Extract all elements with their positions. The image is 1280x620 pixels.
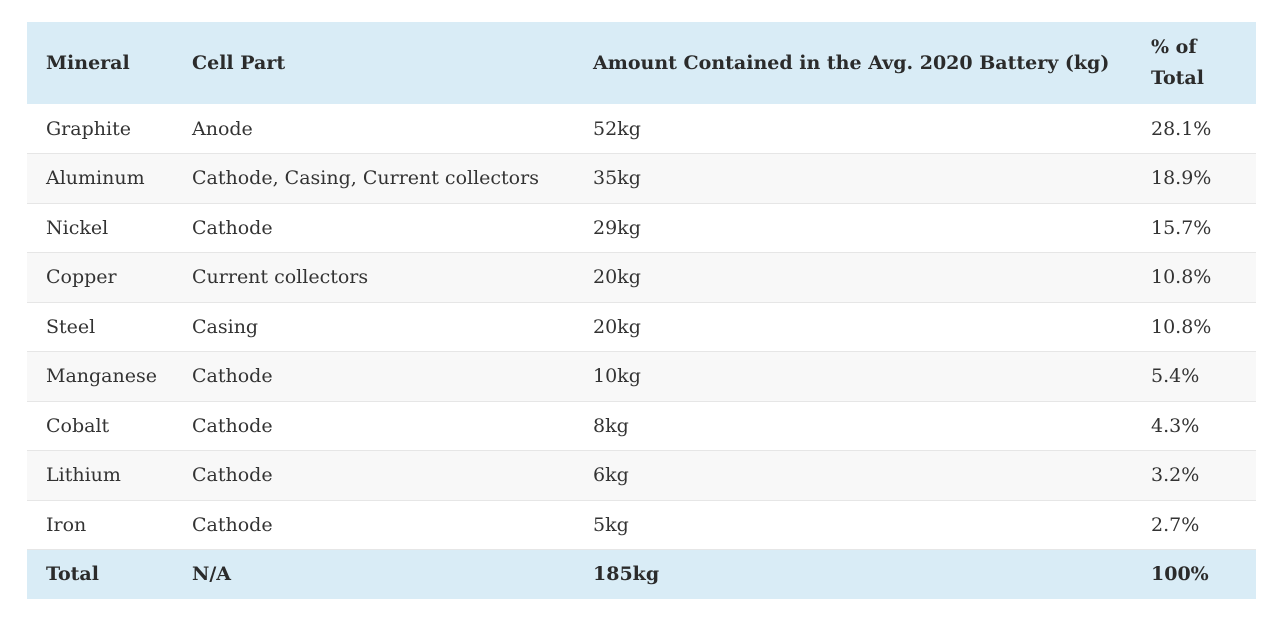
cell-amount: 20kg bbox=[593, 315, 641, 338]
header-percent: % of Total bbox=[1151, 36, 1204, 89]
cell-amount: 20kg bbox=[593, 266, 641, 289]
cell-mineral: Nickel bbox=[46, 216, 109, 239]
table-row: Iron Cathode 5kg 2.7% bbox=[27, 500, 1256, 550]
total-row: Total N/A 185kg 100% bbox=[27, 549, 1256, 599]
table-row: Steel Casing 20kg 10.8% bbox=[27, 302, 1256, 352]
cell-part: Cathode, Casing, Current collectors bbox=[192, 167, 539, 190]
cell-percent: 28.1% bbox=[1151, 117, 1212, 140]
table-row: Aluminum Cathode, Casing, Current collec… bbox=[27, 153, 1256, 203]
table-body: Graphite Anode 52kg 28.1% Aluminum Catho… bbox=[27, 104, 1256, 550]
cell-mineral: Cobalt bbox=[46, 414, 110, 437]
cell-mineral: Manganese bbox=[46, 365, 157, 388]
cell-amount: 35kg bbox=[593, 167, 641, 190]
cell-part: Current collectors bbox=[192, 266, 369, 289]
cell-amount: 52kg bbox=[593, 117, 641, 140]
cell-part: Cathode bbox=[192, 414, 273, 437]
table-header: Mineral Cell Part Amount Contained in th… bbox=[27, 22, 1256, 104]
battery-minerals-table: Mineral Cell Part Amount Contained in th… bbox=[27, 22, 1256, 599]
total-cell-part: N/A bbox=[192, 563, 232, 586]
table-row: Manganese Cathode 10kg 5.4% bbox=[27, 351, 1256, 401]
cell-amount: 29kg bbox=[593, 216, 641, 239]
cell-percent: 10.8% bbox=[1151, 315, 1212, 338]
cell-mineral: Iron bbox=[46, 513, 87, 536]
cell-part: Cathode bbox=[192, 365, 273, 388]
cell-part: Cathode bbox=[192, 216, 273, 239]
table-row: Lithium Cathode 6kg 3.2% bbox=[27, 450, 1256, 500]
header-amount: Amount Contained in the Avg. 2020 Batter… bbox=[593, 51, 1110, 74]
cell-mineral: Graphite bbox=[46, 117, 131, 140]
cell-amount: 5kg bbox=[593, 513, 629, 536]
cell-percent: 2.7% bbox=[1151, 513, 1200, 536]
header-mineral: Mineral bbox=[46, 51, 130, 74]
cell-mineral: Steel bbox=[46, 315, 96, 338]
battery-minerals-table-container: Mineral Cell Part Amount Contained in th… bbox=[27, 22, 1256, 599]
cell-part: Cathode bbox=[192, 513, 273, 536]
cell-part: Casing bbox=[192, 315, 259, 338]
table-row: Nickel Cathode 29kg 15.7% bbox=[27, 203, 1256, 253]
cell-mineral: Aluminum bbox=[46, 167, 145, 190]
table-footer: Total N/A 185kg 100% bbox=[27, 549, 1256, 599]
cell-mineral: Lithium bbox=[46, 464, 121, 487]
cell-percent: 15.7% bbox=[1151, 216, 1212, 239]
cell-part: Cathode bbox=[192, 464, 273, 487]
table-row: Copper Current collectors 20kg 10.8% bbox=[27, 252, 1256, 302]
header-row: Mineral Cell Part Amount Contained in th… bbox=[27, 22, 1256, 104]
cell-percent: 5.4% bbox=[1151, 365, 1200, 388]
cell-percent: 18.9% bbox=[1151, 167, 1212, 190]
cell-amount: 8kg bbox=[593, 414, 629, 437]
cell-percent: 4.3% bbox=[1151, 414, 1200, 437]
total-label: Total bbox=[46, 563, 99, 586]
table-row: Graphite Anode 52kg 28.1% bbox=[27, 104, 1256, 154]
header-cell-part: Cell Part bbox=[192, 51, 286, 74]
cell-percent: 10.8% bbox=[1151, 266, 1212, 289]
cell-percent: 3.2% bbox=[1151, 464, 1200, 487]
cell-amount: 10kg bbox=[593, 365, 641, 388]
total-amount: 185kg bbox=[593, 563, 660, 586]
table-row: Cobalt Cathode 8kg 4.3% bbox=[27, 401, 1256, 451]
cell-mineral: Copper bbox=[46, 266, 117, 289]
total-percent: 100% bbox=[1151, 563, 1209, 586]
cell-amount: 6kg bbox=[593, 464, 629, 487]
cell-part: Anode bbox=[192, 117, 253, 140]
